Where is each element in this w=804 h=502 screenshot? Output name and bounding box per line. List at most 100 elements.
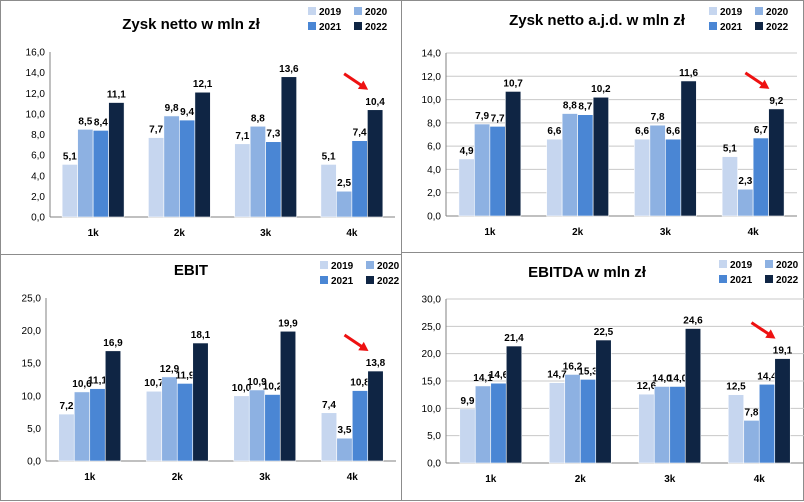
data-label: 8,8 — [563, 101, 577, 112]
data-label: 4,9 — [460, 146, 474, 157]
data-label: 16,9 — [103, 338, 123, 349]
data-label: 10,2 — [263, 381, 283, 392]
bar-2020-1k — [474, 385, 492, 464]
y-tick-label: 2,0 — [31, 192, 45, 203]
legend-label: 2019 — [730, 260, 753, 271]
legend-label: 2021 — [730, 275, 753, 286]
bar-2020-3k — [248, 389, 266, 462]
y-tick-label: 25,0 — [422, 322, 442, 333]
bar-2020-4k — [743, 420, 760, 464]
x-tick-label: 2k — [172, 472, 184, 483]
bar-2020-4k — [336, 190, 353, 218]
bar-2020-1k — [73, 391, 91, 462]
bar-2020-3k — [249, 125, 266, 218]
chart-panel-ebit: EBIT 0,0 5,0 10,0 15,0 20,0 25,0 7,2 10,7 10,0 7,4… — [0, 254, 403, 501]
legend-swatch — [719, 260, 727, 268]
x-tick-label: 1k — [88, 228, 100, 239]
data-label: 11,1 — [107, 90, 126, 101]
data-label: 11,1 — [88, 376, 107, 387]
y-tick-label: 4,0 — [427, 165, 441, 176]
data-label: 3,5 — [338, 425, 352, 436]
bar-2022-2k — [592, 96, 609, 217]
y-tick-label: 20,0 — [422, 349, 442, 360]
red-arrow-icon — [343, 333, 369, 352]
legend-swatch — [320, 261, 328, 269]
bar-2020-2k — [161, 376, 178, 462]
data-label: 7,8 — [745, 407, 759, 418]
y-tick-label: 10,0 — [422, 95, 442, 106]
bar-2022-3k — [279, 330, 297, 462]
data-label: 9,4 — [180, 107, 194, 118]
data-label: 18,1 — [191, 330, 211, 341]
data-label: 15,3 — [578, 366, 598, 377]
bar-2019-2k — [546, 138, 563, 217]
legend-swatch — [755, 7, 763, 15]
bar-2019-3k — [234, 143, 251, 218]
data-label: 10,7 — [503, 78, 523, 89]
bar-2022-1k — [104, 350, 122, 462]
x-tick-label: 3k — [259, 472, 271, 483]
data-label: 9,9 — [461, 396, 475, 407]
y-tick-label: 0,0 — [27, 457, 41, 468]
bar-2022-3k — [280, 76, 297, 218]
data-label: 11,9 — [176, 370, 195, 381]
legend-swatch — [765, 260, 773, 268]
bar-2019-1k — [459, 408, 476, 464]
legend-label: 2019 — [331, 261, 354, 272]
bar-2020-2k — [163, 115, 180, 218]
data-label: 7,2 — [60, 401, 74, 412]
bar-2020-2k — [561, 113, 578, 217]
x-tick-label: 4k — [346, 228, 358, 239]
data-label: 6,6 — [635, 126, 649, 137]
data-label: 14,7 — [547, 370, 567, 381]
bar-2019-3k — [638, 393, 655, 464]
data-label: 12,9 — [160, 364, 180, 375]
x-tick-label: 4k — [347, 472, 359, 483]
data-label: 22,5 — [594, 327, 614, 338]
legend-swatch — [366, 261, 374, 269]
bar-2019-2k — [145, 390, 163, 462]
bar-2021-2k — [179, 119, 196, 218]
chart-title: EBIT — [174, 262, 208, 279]
bar-2021-1k — [89, 388, 106, 462]
data-label: 7,4 — [322, 400, 336, 411]
legend-swatch — [719, 275, 727, 283]
data-label: 7,9 — [475, 111, 489, 122]
legend-swatch — [755, 22, 763, 30]
bar-2022-4k — [367, 109, 384, 218]
data-label: 11,6 — [679, 68, 698, 79]
y-tick-label: 25,0 — [22, 294, 42, 305]
data-label: 2,5 — [337, 178, 351, 189]
bar-2022-2k — [595, 339, 612, 464]
data-label: 19,1 — [773, 346, 793, 357]
y-tick-label: 16,0 — [26, 48, 46, 59]
bar-2021-1k — [489, 126, 506, 217]
y-tick-label: 0,0 — [427, 459, 441, 470]
legend-label: 2020 — [766, 7, 789, 18]
bar-2019-1k — [61, 164, 78, 218]
bar-2020-4k — [737, 188, 754, 217]
data-label: 10,6 — [72, 379, 92, 390]
y-tick-label: 6,0 — [427, 142, 441, 153]
legend-label: 2022 — [766, 22, 789, 33]
data-label: 7,7 — [149, 125, 163, 136]
bar-2020-2k — [564, 374, 581, 464]
chart-panel-ebitda: EBITDA w mln zł 0,0 5,0 10,0 15,0 20,0 25,0 30,… — [401, 252, 804, 501]
bar-2022-2k — [192, 342, 209, 462]
y-tick-label: 20,0 — [22, 326, 42, 337]
y-tick-label: 12,0 — [26, 89, 46, 100]
x-tick-label: 3k — [664, 474, 676, 485]
bar-2021-3k — [665, 138, 682, 217]
chart-title: Zysk netto a.j.d. w mln zł — [509, 12, 686, 29]
legend-swatch — [366, 276, 374, 284]
data-label: 7,7 — [491, 113, 505, 124]
data-label: 10,7 — [144, 378, 164, 389]
y-tick-label: 2,0 — [427, 188, 441, 199]
bar-2019-1k — [58, 413, 75, 462]
data-label: 5,1 — [322, 151, 336, 162]
data-label: 12,1 — [193, 79, 213, 90]
data-label: 10,2 — [591, 84, 611, 95]
red-arrow-icon — [750, 321, 776, 339]
bar-2019-2k — [548, 382, 566, 464]
y-tick-label: 0,0 — [427, 212, 441, 223]
